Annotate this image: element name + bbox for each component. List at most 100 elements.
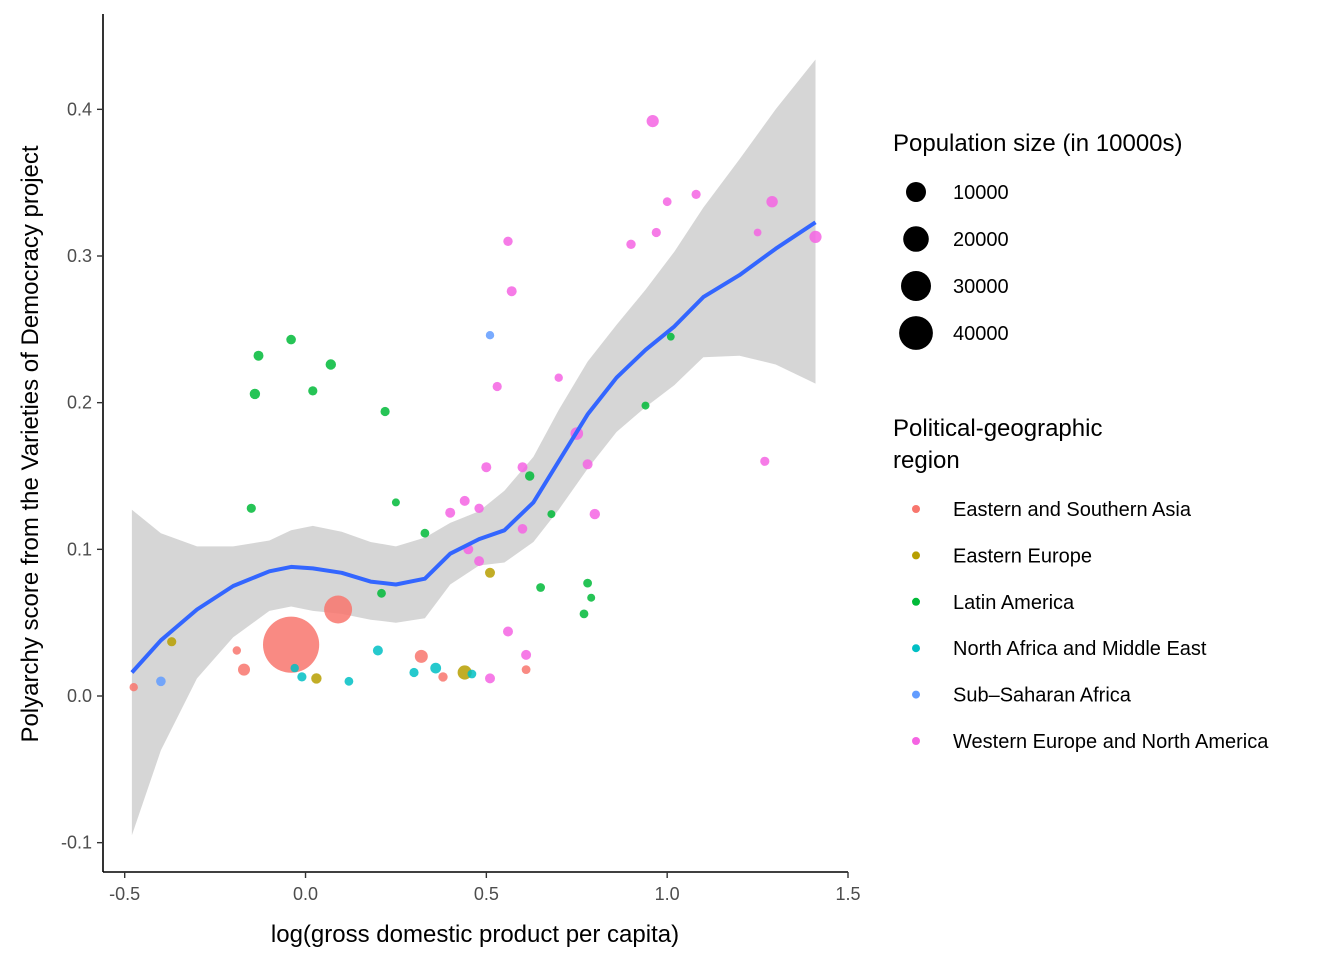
data-point [325, 359, 336, 370]
data-point [809, 230, 822, 243]
data-point [666, 332, 675, 341]
data-point [129, 683, 138, 692]
data-point [474, 556, 485, 567]
data-point [297, 672, 307, 682]
color-legend-label: Eastern and Southern Asia [953, 499, 1192, 521]
size-legend-key [901, 271, 931, 301]
data-point [286, 334, 296, 345]
x-tick-label: 0.0 [293, 884, 318, 904]
x-tick-label: 1.0 [655, 884, 680, 904]
confidence-band [131, 59, 816, 836]
y-tick-label: 0.0 [67, 686, 92, 706]
color-legend-label: Eastern Europe [953, 545, 1092, 567]
data-point [583, 578, 592, 588]
data-point [521, 649, 532, 660]
color-legend-key [912, 505, 920, 513]
data-point [760, 456, 770, 466]
data-point [587, 593, 596, 602]
data-point [766, 196, 778, 208]
data-point [238, 663, 250, 676]
data-point [503, 236, 513, 246]
color-legend-label: Sub–Saharan Africa [953, 685, 1132, 707]
data-point [517, 524, 528, 534]
data-point [517, 462, 528, 473]
size-legend-label: 20000 [953, 229, 1009, 251]
data-point [445, 507, 456, 518]
data-point [246, 503, 256, 513]
size-legend-label: 30000 [953, 276, 1009, 298]
data-point [547, 510, 556, 519]
data-point [646, 115, 659, 128]
size-legend-label: 40000 [953, 323, 1009, 345]
data-point [459, 495, 470, 506]
color-legend-label: Western Europe and North America [953, 731, 1269, 753]
color-legend: Political-geographic region Eastern and … [893, 415, 1269, 753]
size-legend-key [906, 182, 926, 202]
size-legend-title: Population size (in 10000s) [893, 130, 1183, 157]
data-point [249, 388, 261, 400]
data-point [263, 616, 320, 673]
data-point [409, 667, 419, 678]
size-legend-key [899, 316, 933, 350]
axes: -0.5 0.0 0.5 1.0 1.5 -0.1 0.0 0.1 0.2 0.3 0.4 [61, 14, 861, 904]
data-point [467, 669, 477, 679]
data-point [641, 401, 650, 410]
data-point [391, 498, 400, 507]
data-point [521, 665, 531, 674]
size-legend-key [903, 226, 929, 252]
color-legend-key [912, 597, 920, 606]
data-point [589, 508, 600, 520]
data-point [525, 471, 535, 481]
size-legend-label: 10000 [953, 182, 1009, 204]
data-point [380, 406, 390, 417]
size-legend: Population size (in 10000s) 10000 20000 30… [893, 130, 1183, 350]
data-point [662, 197, 672, 207]
x-tick-label: -0.5 [109, 884, 140, 904]
x-axis-title: log(gross domestic product per capita) [271, 921, 679, 948]
data-point [582, 459, 593, 470]
y-axis-title: Polyarchy score from the Varieties of De… [17, 145, 44, 742]
smooth-trend-line [130, 220, 817, 674]
y-tick-label: 0.1 [67, 539, 92, 559]
color-legend-title-line2: region [893, 447, 960, 474]
data-point [691, 189, 701, 199]
y-tick-label: -0.1 [61, 833, 92, 853]
data-point [536, 583, 545, 592]
color-legend-title-line1: Political-geographic [893, 415, 1102, 442]
data-point [311, 673, 322, 684]
y-tick-label: 0.2 [67, 393, 92, 413]
data-point [156, 676, 166, 687]
data-point [481, 462, 492, 473]
color-legend-label: Latin America [953, 592, 1075, 614]
y-tick-label: 0.4 [67, 99, 92, 119]
data-point [253, 350, 264, 361]
data-point [492, 381, 502, 392]
data-point [651, 227, 661, 238]
data-point [485, 673, 495, 684]
data-point [503, 626, 513, 637]
data-point [308, 386, 318, 396]
data-point [626, 239, 636, 249]
data-point [474, 503, 484, 513]
x-tick-label: 0.5 [474, 884, 499, 904]
color-legend-label: North Africa and Middle East [953, 638, 1207, 660]
color-legend-key [912, 737, 920, 745]
data-point [324, 595, 353, 624]
data-point [506, 286, 517, 297]
color-legend-key [912, 551, 920, 560]
data-point [344, 676, 354, 686]
data-point [430, 662, 442, 674]
color-legend-key [912, 690, 920, 699]
y-tick-label: 0.3 [67, 246, 92, 266]
data-point [377, 588, 386, 598]
data-point [420, 528, 430, 538]
plot-area [129, 59, 822, 836]
data-point [372, 645, 383, 656]
data-point [554, 373, 563, 382]
data-point [290, 663, 299, 673]
data-point [753, 228, 762, 237]
data-point [485, 331, 495, 340]
data-point [485, 567, 495, 578]
color-legend-key [912, 644, 920, 653]
